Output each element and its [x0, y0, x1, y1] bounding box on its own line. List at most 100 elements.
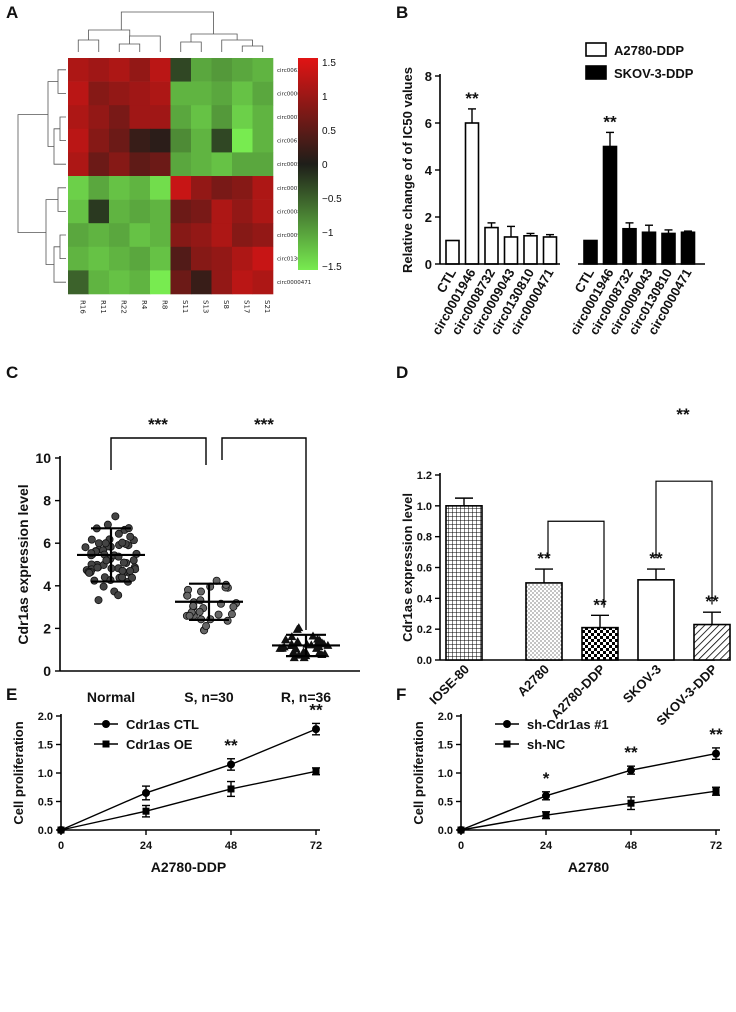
heatmap-cell: [232, 199, 253, 224]
bar: [542, 236, 558, 265]
heatmap-panel: circ0063809 circ0000284 circ0001567 circ006…: [17, 11, 342, 314]
x-tick-label: R, n=36: [281, 689, 331, 705]
heatmap-cell: [232, 105, 253, 130]
heatmap-cell: [68, 223, 89, 248]
y-tick-label: 2.0: [438, 711, 453, 723]
data-point: [128, 573, 137, 582]
heatmap-cell: [232, 152, 253, 177]
heatmap-col-label: R22: [119, 300, 127, 314]
heatmap-cell: [191, 58, 212, 82]
heatmap-cell: [211, 223, 233, 248]
y-axis-label: Cdr1as expression level: [15, 484, 31, 644]
data-point: [196, 587, 205, 596]
heatmap-cell: [88, 176, 110, 200]
data-point: [202, 622, 211, 631]
data-point: [129, 556, 138, 565]
x-tick-label: 0: [458, 840, 464, 852]
data-point: [312, 725, 320, 734]
heatmap-cell: [252, 199, 274, 224]
heatmap-cell: [109, 81, 130, 106]
heatmap-cell: [170, 58, 192, 82]
data-point: [457, 826, 465, 834]
y-tick-label: 1.5: [38, 740, 53, 752]
data-point: [111, 512, 120, 521]
heatmap-cell: [129, 223, 151, 248]
x-axis-label: A2780-DDP: [151, 859, 226, 875]
dendrogram-branch: [17, 114, 48, 234]
heatmap-cell: [109, 246, 130, 271]
significance-mark: **: [603, 112, 617, 131]
data-point: [87, 535, 96, 544]
heatmap-cell: [150, 58, 171, 82]
x-axis-label: A2780: [568, 859, 609, 875]
heatmap-cell: [129, 152, 151, 177]
bar: [583, 239, 598, 265]
data-point: [114, 591, 123, 600]
heatmap-cell: [252, 128, 274, 153]
heatmap-cell: [68, 105, 89, 130]
y-tick-label: 2: [425, 210, 432, 225]
dendrogram-branch: [57, 69, 66, 94]
y-tick-label: 0.5: [38, 797, 53, 809]
heatmap-cell: [129, 58, 151, 82]
panel-label-b: B: [396, 3, 408, 22]
significance-bracket: [110, 437, 207, 470]
x-tick-label: S, n=30: [184, 689, 234, 705]
heatmap-cell: [252, 223, 274, 248]
y-tick-label: 8: [43, 493, 51, 509]
legend-marker: [503, 720, 511, 728]
panel-label-a: A: [6, 3, 18, 22]
dendrogram-branch: [47, 81, 58, 147]
data-point: [102, 556, 111, 565]
heatmap-cell: [232, 246, 253, 271]
data-point: [195, 607, 204, 616]
heatmap-cell: [150, 128, 171, 153]
heatmap-cell: [129, 81, 151, 106]
significance-mark: **: [537, 549, 551, 568]
heatmap-cell: [129, 270, 151, 295]
legend-swatch: [585, 42, 607, 57]
y-tick-label: 4: [425, 163, 433, 178]
heatmap-cell: [170, 246, 192, 271]
heatmap-cell: [211, 128, 233, 153]
data-point: [189, 601, 198, 610]
bar: [680, 231, 696, 265]
y-tick-label: 2.0: [38, 711, 53, 723]
heatmap-cell: [88, 81, 110, 106]
heatmap-col-label: R16: [78, 300, 86, 314]
y-tick-label: 1.0: [417, 501, 432, 513]
heatmap-row-label: circ0008732: [277, 209, 311, 215]
legend-marker: [102, 720, 110, 728]
legend-label: A2780-DDP: [614, 43, 684, 58]
x-tick-label: A2780-DDP: [548, 661, 608, 721]
heatmap-cell: [191, 223, 212, 248]
data-point: [712, 749, 720, 758]
y-axis-label: Relative change of of IC50 values: [400, 67, 415, 273]
y-tick-label: 6: [43, 535, 51, 551]
heatmap-cell: [232, 58, 253, 82]
heatmap-cell: [150, 270, 171, 295]
bar: [602, 145, 618, 265]
x-tick-label: 24: [140, 840, 153, 852]
expression-scatter-chart: 0 2 4 6 8 10 Cdr1as expression level Normal S, n…: [15, 415, 360, 705]
data-point: [214, 610, 223, 619]
heatmap-cell: [68, 199, 89, 224]
bar: [641, 231, 657, 265]
y-tick-label: 0.6: [417, 563, 432, 575]
data-point: [183, 591, 192, 600]
heatmap-cell: [150, 81, 171, 106]
data-point: [57, 826, 65, 834]
legend-label: sh-Cdr1as #1: [527, 717, 609, 732]
bar: [693, 623, 731, 661]
data-point: [81, 543, 90, 552]
data-point: [114, 529, 123, 538]
heatmap-cell: [68, 270, 89, 295]
colorbar-tick-label: −0.5: [322, 194, 342, 205]
x-tick-label: 48: [625, 840, 637, 852]
heatmap-cell: [211, 199, 233, 224]
heatmap-cell: [191, 152, 212, 177]
y-tick-label: 4: [43, 578, 51, 594]
y-tick-label: 1.0: [38, 768, 53, 780]
heatmap-col-label: S13: [201, 300, 209, 313]
